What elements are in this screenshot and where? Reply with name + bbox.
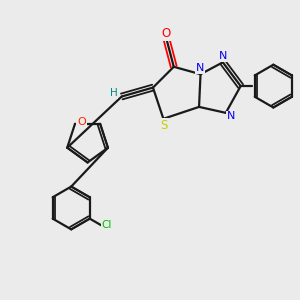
- Text: O: O: [77, 117, 86, 127]
- Text: N: N: [227, 111, 235, 122]
- Text: N: N: [219, 51, 227, 62]
- Text: O: O: [162, 27, 171, 40]
- Text: Cl: Cl: [101, 220, 112, 230]
- Text: S: S: [160, 119, 168, 132]
- Text: N: N: [196, 63, 204, 73]
- Text: H: H: [110, 88, 117, 98]
